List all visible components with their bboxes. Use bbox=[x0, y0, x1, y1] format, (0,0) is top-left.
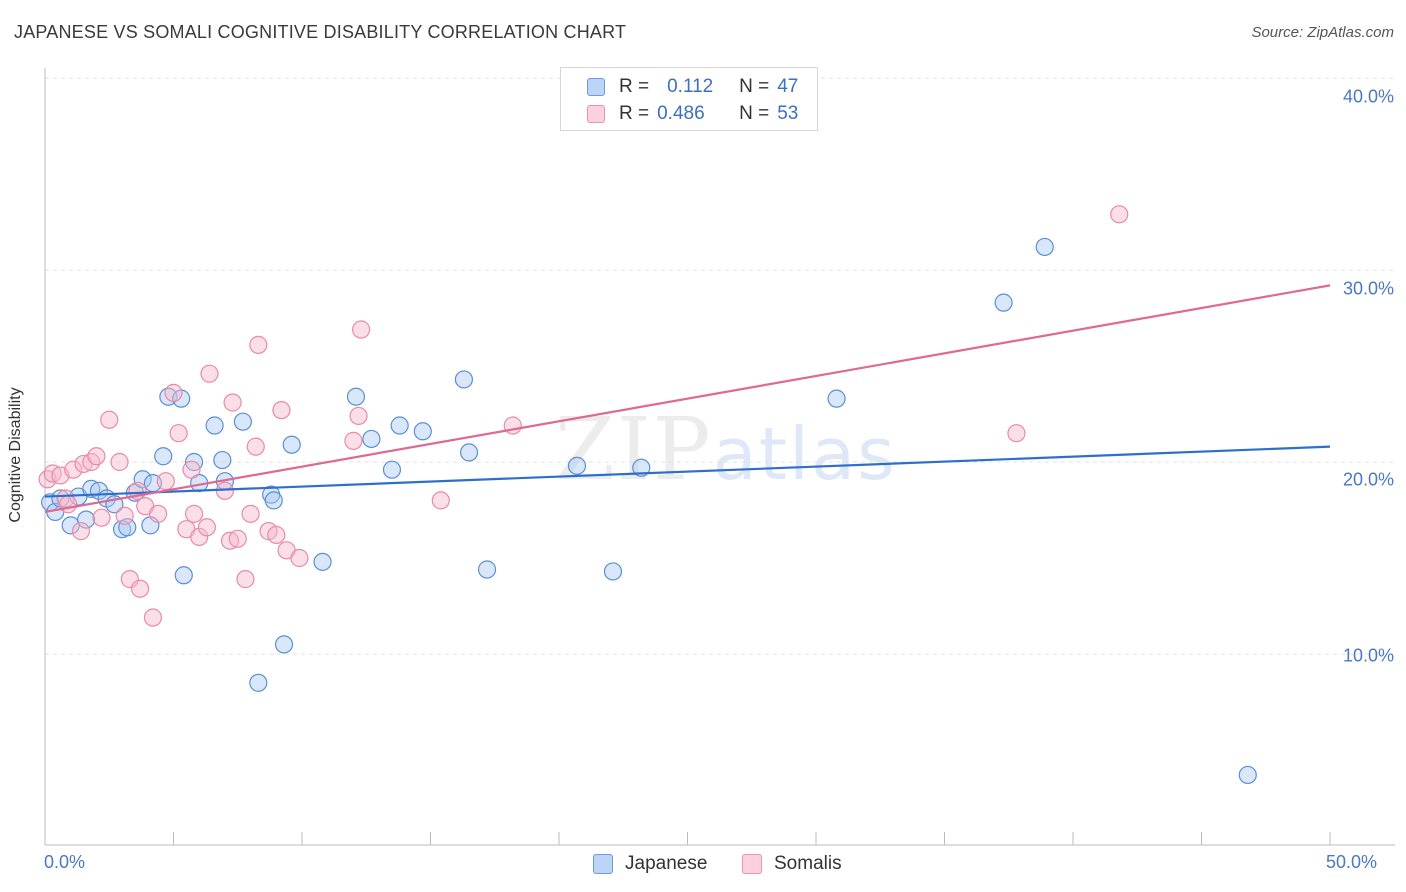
somali-point bbox=[143, 608, 163, 627]
chart-title: JAPANESE VS SOMALI COGNITIVE DISABILITY … bbox=[14, 22, 627, 42]
japanese-point bbox=[382, 460, 402, 479]
somali-point bbox=[241, 504, 260, 523]
somali-point bbox=[272, 401, 291, 420]
somali-trend-line bbox=[44, 284, 1331, 514]
watermark: ZIPatlas bbox=[555, 400, 897, 500]
somali-point bbox=[156, 472, 175, 491]
watermark-atlas: atlas bbox=[712, 412, 897, 496]
legend-row-japanese: R = 0.112 N = 47 bbox=[587, 75, 798, 99]
r-value: 0.112 bbox=[667, 76, 714, 97]
japanese-point bbox=[362, 429, 381, 449]
somali-point bbox=[100, 410, 119, 429]
japanese-point bbox=[264, 491, 283, 510]
r-label: R = bbox=[619, 76, 650, 97]
japanese-swatch bbox=[593, 854, 613, 874]
japanese-point bbox=[233, 412, 252, 431]
legend-item-somalis: Somalis bbox=[742, 853, 842, 875]
y-tick-label: 40.0% bbox=[1342, 86, 1394, 107]
somali-point bbox=[82, 452, 101, 472]
somali-point bbox=[246, 437, 265, 456]
r-label: R = bbox=[619, 103, 650, 124]
japanese-point bbox=[346, 387, 366, 406]
somali-point bbox=[164, 383, 183, 402]
japanese-point bbox=[118, 518, 137, 537]
legend-row-somalis: R = 0.486 N = 53 bbox=[587, 102, 798, 126]
japanese-point bbox=[603, 562, 623, 581]
somali-point bbox=[1110, 205, 1129, 224]
japanese-point bbox=[567, 456, 587, 475]
somali-point bbox=[223, 393, 242, 412]
japanese-point bbox=[827, 389, 846, 408]
legend-label-somalis: Somalis bbox=[774, 853, 842, 874]
japanese-point bbox=[174, 566, 193, 585]
somali-point bbox=[148, 504, 168, 523]
japanese-swatch bbox=[587, 78, 605, 96]
japanese-point bbox=[1035, 237, 1054, 257]
somali-point bbox=[92, 508, 111, 527]
n-label: N = bbox=[739, 76, 770, 97]
japanese-point bbox=[994, 293, 1013, 312]
japanese-point bbox=[477, 560, 497, 579]
somali-point bbox=[1007, 424, 1026, 443]
japanese-point bbox=[205, 416, 224, 435]
somali-point bbox=[184, 504, 204, 523]
somali-point bbox=[200, 364, 219, 383]
japanese-point bbox=[282, 435, 301, 454]
legend-item-japanese: Japanese bbox=[593, 853, 707, 875]
y-axis-label: Cognitive Disability bbox=[7, 387, 24, 523]
somali-point bbox=[110, 452, 129, 472]
source-label: Source: ZipAtlas.com bbox=[1251, 24, 1394, 41]
somali-point bbox=[87, 447, 106, 466]
japanese-point bbox=[390, 416, 409, 435]
japanese-point bbox=[249, 673, 268, 692]
somali-point bbox=[236, 570, 255, 589]
somali-point bbox=[344, 431, 363, 450]
y-tick-label: 30.0% bbox=[1342, 278, 1394, 299]
japanese-point bbox=[413, 422, 432, 441]
somali-point bbox=[115, 506, 134, 525]
y-tick-label: 20.0% bbox=[1342, 469, 1394, 490]
somali-point bbox=[228, 529, 247, 548]
n-value: 53 bbox=[777, 103, 799, 124]
japanese-point bbox=[632, 458, 651, 477]
somalis-swatch bbox=[587, 105, 605, 123]
somali-point bbox=[249, 335, 268, 354]
somalis-swatch bbox=[742, 854, 762, 874]
somali-point bbox=[197, 518, 217, 537]
r-value: 0.486 bbox=[657, 103, 705, 124]
somali-point bbox=[182, 460, 201, 479]
japanese-point bbox=[274, 635, 294, 654]
stats-legend: R = 0.112 N = 47 R = 0.486 N = 53 bbox=[560, 67, 818, 131]
somali-point bbox=[431, 491, 450, 510]
n-label: N = bbox=[739, 103, 770, 124]
somali-point bbox=[349, 406, 368, 426]
japanese-point bbox=[454, 370, 474, 389]
japanese-point bbox=[459, 443, 479, 462]
x-tick-label: 0.0% bbox=[44, 852, 86, 872]
x-tick-label: 50.0% bbox=[1326, 852, 1378, 872]
somali-point bbox=[64, 460, 83, 479]
japanese-trend-line bbox=[44, 445, 1331, 498]
somali-point bbox=[352, 320, 371, 339]
somali-point bbox=[59, 495, 78, 514]
somali-point bbox=[71, 522, 91, 541]
n-value: 47 bbox=[777, 76, 799, 97]
somali-point bbox=[190, 527, 209, 546]
somali-point bbox=[169, 424, 188, 443]
somali-point bbox=[130, 579, 150, 598]
y-tick-label: 10.0% bbox=[1342, 645, 1394, 666]
japanese-point bbox=[213, 450, 232, 470]
somali-point bbox=[290, 548, 309, 568]
legend-label-japanese: Japanese bbox=[625, 853, 708, 874]
somali-point bbox=[267, 525, 286, 545]
japanese-point bbox=[133, 470, 152, 489]
japanese-point bbox=[154, 447, 173, 466]
japanese-point bbox=[77, 510, 96, 529]
japanese-point bbox=[313, 552, 332, 571]
japanese-point bbox=[1238, 765, 1257, 785]
